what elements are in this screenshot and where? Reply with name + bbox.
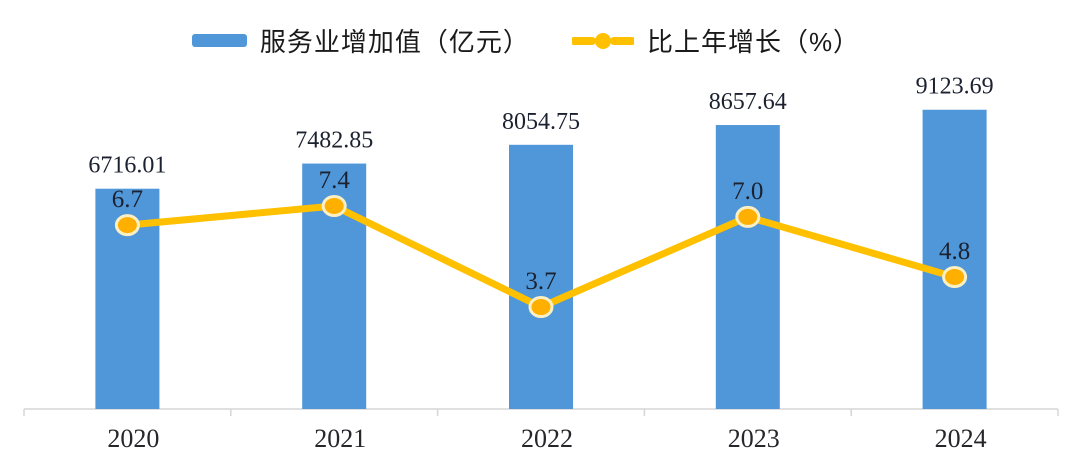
x-axis-label-2023: 2023	[728, 424, 780, 453]
bar-value-label-2022: 8054.75	[502, 109, 580, 135]
bar-value-label-2023: 8657.64	[709, 89, 787, 115]
legend: 服务业增加值（亿元） 比上年增长（%）	[0, 22, 1066, 59]
line-value-label-2022: 3.7	[525, 268, 556, 295]
bar-value-label-2024: 9123.69	[916, 74, 994, 100]
legend-label-bar-series: 服务业增加值（亿元）	[259, 27, 530, 57]
line-value-label-2020: 6.7	[112, 186, 143, 213]
bar-2023	[715, 125, 780, 409]
legend-label-line-series: 比上年增长（%）	[646, 27, 861, 57]
line-point-2021	[321, 194, 347, 217]
legend-item-bar-series: 服务业增加值（亿元）	[191, 22, 530, 59]
bar-2022	[509, 144, 573, 409]
line-value-label-2021: 7.4	[319, 167, 351, 194]
line-point-2020	[114, 214, 140, 237]
line-point-2023	[735, 205, 761, 228]
legend-item-line-series: 比上年增长（%）	[571, 22, 861, 59]
line-value-label-2024: 4.8	[939, 238, 970, 265]
line-value-label-2023: 7.0	[732, 178, 763, 205]
bar-series-swatch-icon	[191, 34, 247, 47]
bar-2024	[922, 109, 987, 409]
bar-value-label-2021: 7482.85	[295, 128, 373, 154]
x-axis-label-2020: 2020	[107, 424, 159, 453]
x-axis-label-2024: 2024	[935, 424, 987, 453]
x-axis-label-2022: 2022	[521, 424, 573, 453]
line-point-2022	[528, 295, 554, 318]
bar-value-label-2020: 6716.01	[88, 153, 166, 179]
line-point-2024	[942, 265, 968, 288]
x-axis-label-2021: 2021	[314, 424, 366, 453]
line-series-swatch-icon	[571, 32, 634, 49]
